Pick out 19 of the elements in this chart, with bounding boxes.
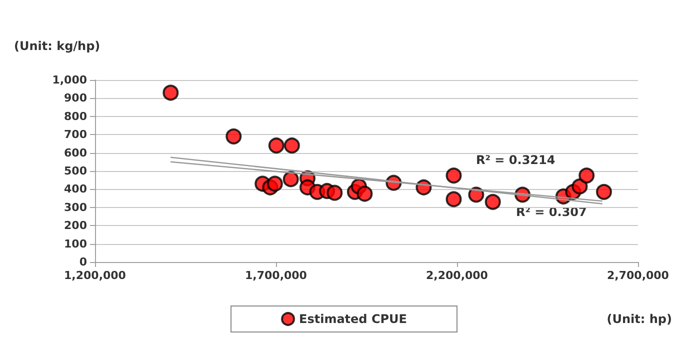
- x-tick-label: 2,700,000: [607, 269, 670, 282]
- y-tick-label: 300: [64, 200, 88, 214]
- x-tick-label: 1,200,000: [64, 269, 126, 282]
- y-tick-label: 100: [64, 237, 88, 250]
- y-tick-label: 400: [64, 182, 88, 196]
- x-axis-title: (Unit: hp): [606, 312, 672, 326]
- x-tick-label: 2,200,000: [426, 269, 488, 282]
- y-tick-label: 200: [64, 219, 88, 232]
- x-tick-label: 1,700,000: [245, 269, 308, 282]
- y-tick-label: 700: [64, 128, 88, 142]
- y-tick-label: 1,000: [52, 74, 88, 86]
- y-tick-label: 800: [64, 110, 88, 123]
- y-axis-title: (Unit: kg/hp): [14, 39, 100, 53]
- annotation: R² = 0.3214: [476, 153, 556, 167]
- y-tick-label: 0: [79, 256, 88, 268]
- y-tick-label: 900: [64, 92, 88, 105]
- legend-label: Estimated CPUE: [299, 312, 407, 326]
- y-tick-label: 600: [64, 146, 88, 160]
- y-tick-label: 500: [64, 164, 88, 178]
